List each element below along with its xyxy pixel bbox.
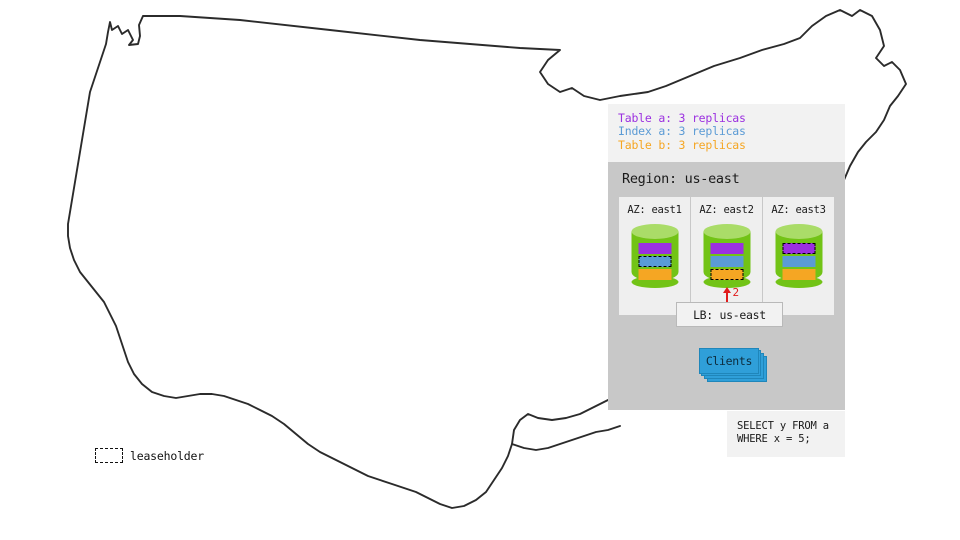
replica-bar-index-a	[710, 256, 743, 267]
replica-bar-table-a	[638, 243, 671, 254]
legend-row-table-b: Table b: 3 replicas	[608, 137, 845, 152]
replica-bar-index-a-leaseholder	[638, 256, 671, 267]
db-cylinder-top	[631, 224, 678, 239]
inbound-hop-count: 2	[732, 286, 740, 299]
us-map-texas-gulf	[511, 425, 621, 451]
replica-bars	[631, 238, 678, 286]
az-cell-east2: AZ: east2 2	[691, 197, 763, 315]
legend-row-table-a: Table a: 3 replicas	[608, 111, 845, 125]
legend-label-table-b: Table b: 3 replicas	[618, 137, 746, 152]
inbound-arrow-head-icon	[722, 287, 731, 293]
az-label-east1: AZ: east1	[627, 204, 682, 216]
clients-stack: Clients	[699, 348, 767, 382]
replica-bar-index-a	[782, 256, 815, 267]
availability-zone-strip: AZ: east1 AZ: east2	[619, 197, 834, 315]
db-cylinder-top	[703, 224, 750, 239]
db-node-east2	[703, 224, 750, 288]
replica-bars	[775, 238, 822, 286]
load-balancer-box: LB: us-east	[676, 302, 783, 327]
sql-line-1: SELECT y FROM a	[737, 420, 829, 432]
az-cell-east3: AZ: east3	[763, 197, 834, 315]
legend-label-table-a: Table a: 3 replicas	[618, 111, 746, 125]
leaseholder-legend-label: leaseholder	[130, 448, 204, 463]
legend-row-index-a: Index a: 3 replicas	[608, 125, 845, 138]
replica-bar-table-b-leaseholder	[710, 269, 743, 280]
region-panel-us-east: Region: us-east AZ: east1 AZ:	[608, 162, 845, 410]
replica-bar-table-b	[782, 269, 815, 280]
db-node-east3	[775, 224, 822, 288]
load-balancer-label: LB: us-east	[693, 307, 766, 322]
clients-box: Clients	[699, 348, 759, 374]
inbound-arrow-shaft-icon	[725, 291, 728, 308]
replica-legend-panel: Table a: 3 replicas Index a: 3 replicas …	[608, 104, 845, 162]
db-cylinder-top	[775, 224, 822, 239]
az-label-east3: AZ: east3	[771, 204, 826, 216]
replica-bar-table-a	[710, 243, 743, 254]
replica-bars	[703, 238, 750, 286]
replica-bar-table-b	[638, 269, 671, 280]
sql-query-box: SELECT y FROM a WHERE x = 5;	[727, 411, 845, 457]
leaseholder-swatch-icon	[95, 448, 123, 463]
region-title: Region: us-east	[622, 171, 740, 187]
az-cell-east1: AZ: east1	[619, 197, 691, 315]
legend-label-index-a: Index a: 3 replicas	[618, 124, 746, 139]
replica-bar-table-a-leaseholder	[782, 243, 815, 254]
clients-label: Clients	[705, 354, 753, 368]
sql-line-2: WHERE x = 5;	[737, 433, 811, 445]
az-label-east2: AZ: east2	[699, 204, 754, 216]
leaseholder-legend: leaseholder	[95, 448, 204, 463]
db-node-east1	[631, 224, 678, 288]
